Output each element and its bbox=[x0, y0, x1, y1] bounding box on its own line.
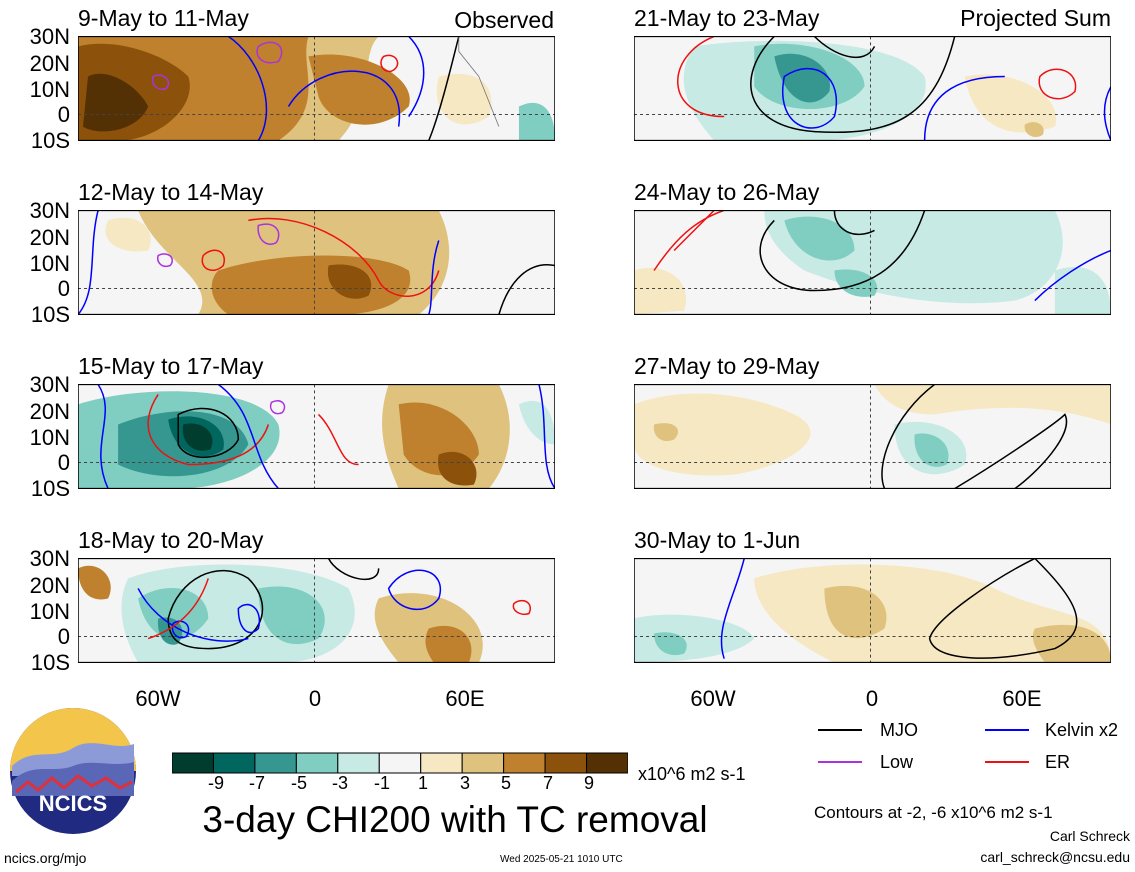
map-panel-8 bbox=[634, 558, 1111, 663]
colorbar-tick: 9 bbox=[583, 773, 594, 793]
legend-label-mjo: MJO bbox=[880, 720, 918, 740]
colorbar-box bbox=[212, 752, 256, 774]
lat-label: 10N bbox=[29, 77, 70, 102]
map-panel-2 bbox=[78, 210, 555, 315]
panel-2-title: 12-May to 14-May bbox=[78, 179, 264, 205]
lat-label: 30N bbox=[29, 546, 70, 571]
colorbar-box bbox=[461, 752, 505, 774]
lat-label: 10N bbox=[29, 251, 70, 276]
map-panel-1 bbox=[78, 36, 555, 141]
lat-label: 10N bbox=[29, 599, 70, 624]
map-panel-6 bbox=[634, 210, 1111, 315]
map-panel-5 bbox=[634, 36, 1111, 141]
lat-label: 10S bbox=[30, 302, 70, 327]
map-panel-7 bbox=[634, 384, 1111, 489]
timestamp: Wed 2025-05-21 1010 UTC bbox=[500, 854, 623, 865]
panel-4-title: 18-May to 20-May bbox=[78, 527, 264, 553]
lat-label: 10S bbox=[30, 128, 70, 153]
lat-label: 20N bbox=[29, 51, 70, 76]
colorbar-tick: -9 bbox=[207, 773, 224, 793]
legend-label-kelvin: Kelvin x2 bbox=[1045, 720, 1119, 740]
map-panel-3 bbox=[78, 384, 555, 489]
lat-label: 30N bbox=[29, 372, 70, 397]
colorbar-box bbox=[503, 752, 546, 774]
lon-label-right-60w: 60W bbox=[690, 686, 736, 711]
ncics-url: ncics.org/mjo bbox=[4, 850, 87, 866]
legend-swatch-low bbox=[818, 761, 862, 763]
lat-label: 0 bbox=[57, 102, 70, 127]
colorbar-box bbox=[378, 752, 422, 774]
colorbar bbox=[172, 752, 628, 774]
colorbar-box bbox=[172, 752, 214, 774]
main-title: 3-day CHI200 with TC removal bbox=[202, 799, 708, 840]
author-email: carl_schreck@ncsu.edu bbox=[980, 849, 1130, 865]
lat-label: 10S bbox=[30, 650, 70, 675]
logo-text: NCICS bbox=[39, 791, 107, 816]
lon-label-left-60w: 60W bbox=[135, 686, 181, 711]
colorbar-tick: -7 bbox=[248, 773, 265, 793]
lat-label: 20N bbox=[29, 225, 70, 250]
colorbar-tick: 7 bbox=[542, 773, 553, 793]
colorbar-box bbox=[337, 752, 380, 774]
panel-7-title: 27-May to 29-May bbox=[634, 353, 820, 379]
colorbar-tick: 3 bbox=[459, 773, 470, 793]
lat-label: 30N bbox=[29, 24, 70, 49]
panel-1-tag: Observed bbox=[454, 7, 554, 33]
legend-label-low: Low bbox=[880, 752, 914, 772]
legend-label-er: ER bbox=[1045, 752, 1071, 772]
lat-label: 10S bbox=[30, 476, 70, 501]
lat-label: 30N bbox=[29, 198, 70, 223]
panel-3-title: 15-May to 17-May bbox=[78, 353, 264, 379]
colorbar-tick: -1 bbox=[373, 773, 390, 793]
panel-1-title: 9-May to 11-May bbox=[78, 5, 249, 31]
panel-6-title: 24-May to 26-May bbox=[634, 179, 820, 205]
panel-5-title: 21-May to 23-May bbox=[634, 5, 820, 31]
colorbar-tick: 5 bbox=[500, 773, 511, 793]
lon-label-left-60e: 60E bbox=[445, 686, 485, 711]
legend-swatch-er bbox=[985, 761, 1029, 763]
author-name: Carl Schreck bbox=[1049, 828, 1130, 844]
legend-swatch-mjo bbox=[818, 729, 862, 731]
colorbar-tick: 1 bbox=[417, 773, 428, 793]
panel-8-title: 30-May to 1-Jun bbox=[634, 527, 801, 553]
lon-label-left-0: 0 bbox=[308, 686, 322, 711]
lat-label: 10N bbox=[29, 425, 70, 450]
colorbar-box bbox=[254, 752, 297, 774]
lat-label: 0 bbox=[57, 624, 70, 649]
contours-note: Contours at -2, -6 x10^6 m2 s-1 bbox=[814, 803, 1053, 822]
lon-label-right-60e: 60E bbox=[1002, 686, 1042, 711]
colorbar-box bbox=[295, 752, 339, 774]
lat-label: 20N bbox=[29, 573, 70, 598]
map-panel-4 bbox=[78, 558, 555, 663]
lat-label: 20N bbox=[29, 399, 70, 424]
colorbar-units: x10^6 m2 s-1 bbox=[638, 764, 746, 784]
lat-label: 0 bbox=[57, 276, 70, 301]
colorbar-tick: -5 bbox=[290, 773, 307, 793]
colorbar-box bbox=[544, 752, 588, 774]
panel-5-tag: Projected Sum bbox=[960, 5, 1111, 31]
colorbar-tick: -3 bbox=[331, 773, 348, 793]
lon-label-right-0: 0 bbox=[865, 686, 879, 711]
colorbar-box bbox=[586, 752, 628, 774]
ncics-logo: NCICS bbox=[10, 708, 136, 834]
colorbar-box bbox=[420, 752, 463, 774]
lat-label: 0 bbox=[57, 450, 70, 475]
legend-swatch-kelvin bbox=[985, 729, 1029, 731]
